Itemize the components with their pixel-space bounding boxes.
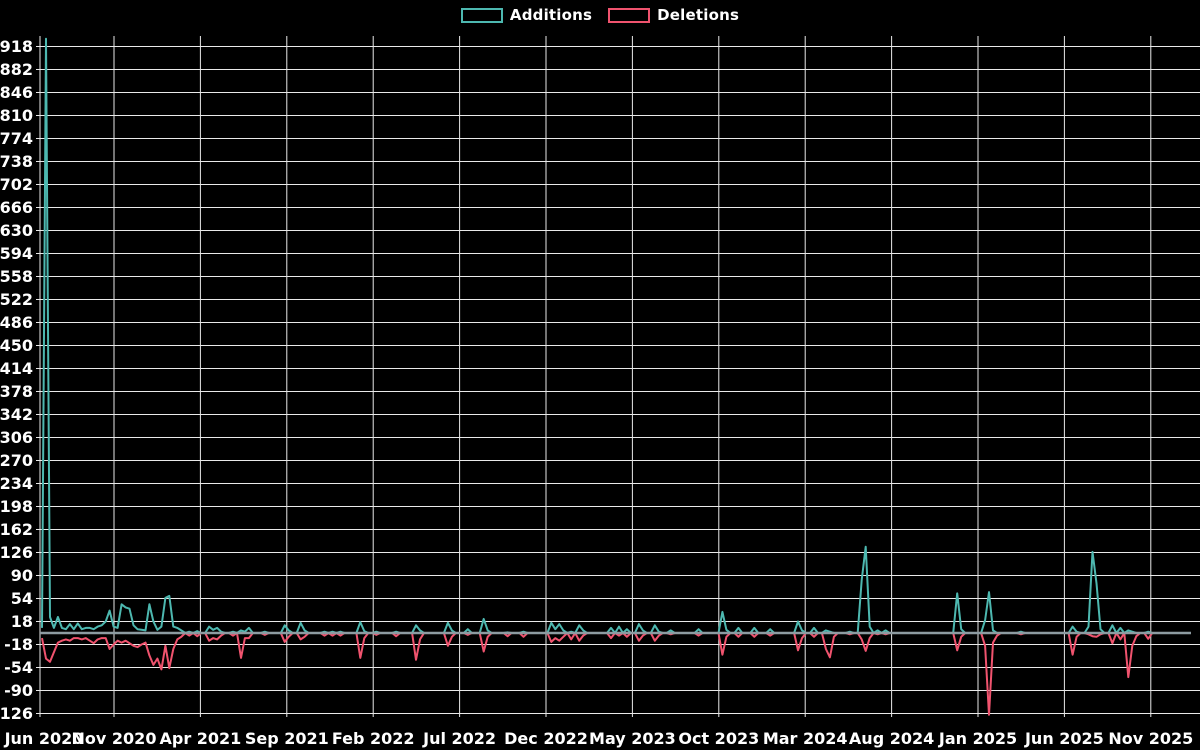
y-tick-label: 702 [0, 175, 33, 194]
x-tick-label: Aug 2024 [849, 729, 934, 748]
y-tick-label: 162 [0, 520, 33, 539]
y-tick-label: 774 [0, 129, 33, 148]
y-tick-label: 810 [0, 106, 33, 125]
y-tick-label: 18 [11, 612, 33, 631]
x-tick-label: Jun 2025 [1024, 729, 1104, 748]
legend-item-additions[interactable]: Additions [460, 6, 593, 24]
y-tick-label: 558 [0, 267, 33, 286]
y-tick-label: -54 [4, 658, 33, 677]
x-tick-label: Jan 2025 [938, 729, 1017, 748]
chart-legend: Additions Deletions [0, 6, 1200, 24]
y-tick-label: 306 [0, 428, 33, 447]
additions-line [41, 37, 1188, 634]
y-tick-label: 738 [0, 152, 33, 171]
x-tick-label: Oct 2023 [678, 729, 759, 748]
additions-swatch-icon [460, 7, 503, 23]
x-tick-label: Mar 2024 [763, 729, 848, 748]
y-tick-label: 846 [0, 83, 33, 102]
y-tick-label: 630 [0, 221, 33, 240]
y-tick-label: 198 [0, 497, 33, 516]
y-tick-label: 378 [0, 382, 33, 401]
x-tick-label: Feb 2022 [332, 729, 415, 748]
x-tick-label: Sep 2021 [245, 729, 329, 748]
deletions-swatch-icon [608, 7, 651, 23]
x-tick-label: Dec 2022 [504, 729, 588, 748]
y-tick-label: 450 [0, 336, 33, 355]
y-tick-label: 594 [0, 244, 33, 263]
additions-legend-label: Additions [509, 6, 593, 24]
y-tick-label: 522 [0, 290, 33, 309]
x-tick-label: Nov 2020 [72, 729, 157, 748]
y-tick-label: 882 [0, 60, 33, 79]
y-tick-label: 126 [0, 543, 33, 562]
y-tick-label: 486 [0, 313, 33, 332]
y-tick-label: 666 [0, 198, 33, 217]
y-tick-label: 90 [11, 566, 33, 585]
x-tick-label: Jun 2020 [4, 729, 84, 748]
y-tick-label: 234 [0, 474, 33, 493]
deletions-line [41, 632, 1188, 716]
legend-item-deletions[interactable]: Deletions [608, 6, 739, 24]
x-tick-label: Nov 2025 [1108, 729, 1193, 748]
y-tick-label: 414 [0, 359, 33, 378]
y-tick-label: -126 [0, 704, 33, 723]
y-tick-label: 270 [0, 451, 33, 470]
y-tick-label: 918 [0, 37, 33, 56]
y-tick-label: -18 [4, 635, 33, 654]
x-tick-label: May 2023 [589, 729, 676, 748]
y-tick-label: -90 [4, 681, 33, 700]
y-tick-label: 342 [0, 405, 33, 424]
x-tick-label: Jul 2022 [422, 729, 496, 748]
x-tick-label: Apr 2021 [159, 729, 241, 748]
deletions-legend-label: Deletions [657, 6, 740, 24]
y-tick-label: 54 [11, 589, 33, 608]
